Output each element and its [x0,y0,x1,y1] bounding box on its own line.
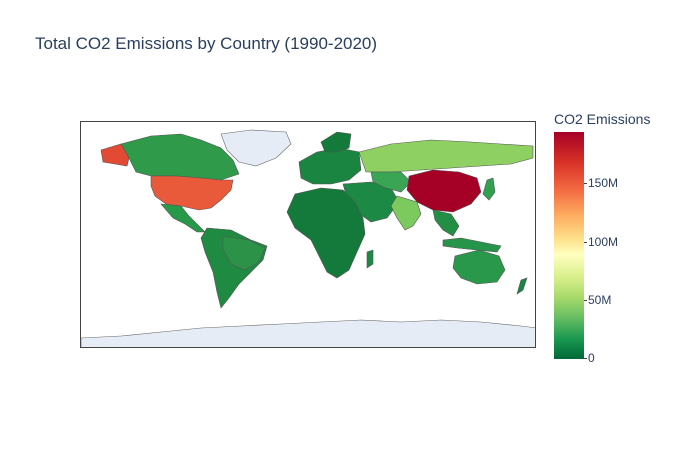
region-greenland[interactable] [220,129,292,167]
region-africa[interactable] [286,187,366,279]
colorbar-tick-mark [584,300,587,301]
colorbar-tick-50m: 50M [588,293,612,307]
region-india[interactable] [390,195,422,231]
region-australia[interactable] [452,249,506,285]
region-central-asia[interactable] [370,171,412,193]
region-china[interactable] [406,169,482,213]
map-canvas [81,129,536,348]
region-usa[interactable] [150,175,234,211]
region-scandinavia[interactable] [320,131,352,153]
colorbar-title: CO2 Emissions [554,111,651,127]
world-map[interactable] [80,121,536,348]
colorbar-tick-100m: 100M [588,235,619,249]
region-brazil[interactable] [222,235,266,271]
region-europe[interactable] [298,147,362,185]
colorbar-tick-mark [584,183,587,184]
region-alaska[interactable] [100,143,130,167]
region-russia[interactable] [358,139,534,173]
region-madagascar[interactable] [366,249,374,269]
colorbar-tick-mark [584,358,587,359]
colorbar-tick-150m: 150M [588,176,619,190]
colorbar-tick-0: 0 [588,351,595,365]
colorbar [554,132,584,359]
region-indonesia[interactable] [442,237,502,253]
region-japan[interactable] [482,177,496,201]
region-southeast-asia[interactable] [432,209,460,237]
chart-title: Total CO2 Emissions by Country (1990-202… [35,34,378,53]
region-antarctica[interactable] [81,319,536,348]
region-canada[interactable] [120,133,240,181]
region-new-zealand[interactable] [516,277,528,295]
colorbar-tick-mark [584,242,587,243]
